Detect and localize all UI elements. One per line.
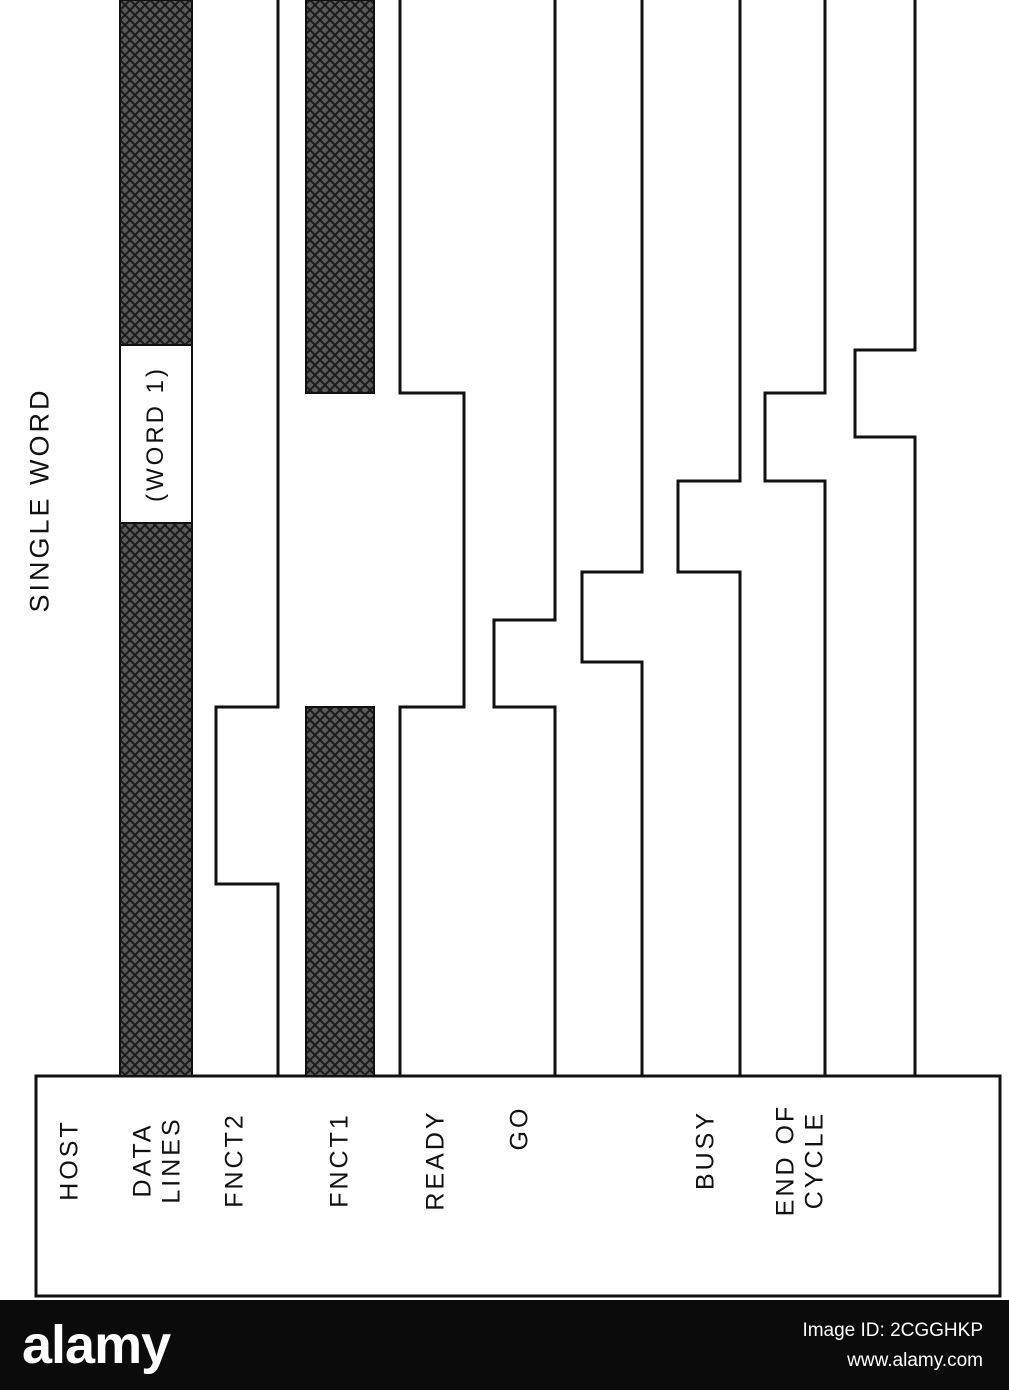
signal-label-data-line1: DATA [128,1122,157,1198]
signal-label-fnct1-line1: FNCT1 [325,1112,354,1208]
host-label: HOST [55,1119,84,1201]
signal-label-end-of-cycle-line2: CYCLE [800,1110,828,1210]
signal-label-box [34,1074,1002,1298]
footer-image-id: Image ID: 2CGGHKP [802,1320,983,1341]
data-bus-segment-2 [119,522,193,1077]
signal-label-data-line2: LINES [157,1116,185,1204]
timing-diagram-svg [34,0,1002,1298]
signal-label-go-line1: GO [505,1105,534,1151]
fnct2-waveform [214,0,280,1076]
timing-diagram: SINGLE WORD (WORD 1) HOST DATA LINES FNC… [24,0,1002,1298]
footer-url: www.alamy.com [847,1350,983,1371]
go-waveform [492,0,557,1076]
data-lines-bus [119,0,193,1077]
signal-label-ready: READY [422,1109,451,1210]
watermark-footer: alamy Image ID: 2CGGHKP www.alamy.com [0,1300,1009,1390]
fnct1-bus [305,0,375,1077]
signal-label-end-of-cycle-line1: END OF [771,1103,800,1217]
signal-label-data: DATA LINES [128,1116,186,1203]
footer-logo: alamy [22,1315,171,1375]
data-word-label: (WORD 1) [142,366,170,502]
fnct1-segment-1 [305,0,375,394]
busy-waveform [580,0,644,1076]
signal-label-busy: BUSY [692,1110,721,1190]
end-of-cycle-2-waveform [763,0,827,1076]
signal-label-end-of-cycle: END OF CYCLE [771,1104,829,1216]
signal-label-fnct2: FNCT2 [221,1112,250,1208]
diagram-title: SINGLE WORD [24,387,55,613]
signal-label-go: GO [506,1106,535,1151]
ready-waveform [398,0,466,1076]
extra-waveform [853,0,917,1076]
signal-label-busy-line1: BUSY [691,1109,720,1191]
end-of-cycle-waveform [676,0,742,1076]
signal-label-ready-line1: READY [421,1109,450,1211]
signal-label-fnct2-line1: FNCT2 [220,1112,249,1208]
signal-label-fnct1: FNCT1 [326,1112,355,1208]
data-bus-word-slot [119,344,193,524]
fnct1-segment-2 [305,706,375,1077]
data-bus-segment-1 [119,0,193,346]
